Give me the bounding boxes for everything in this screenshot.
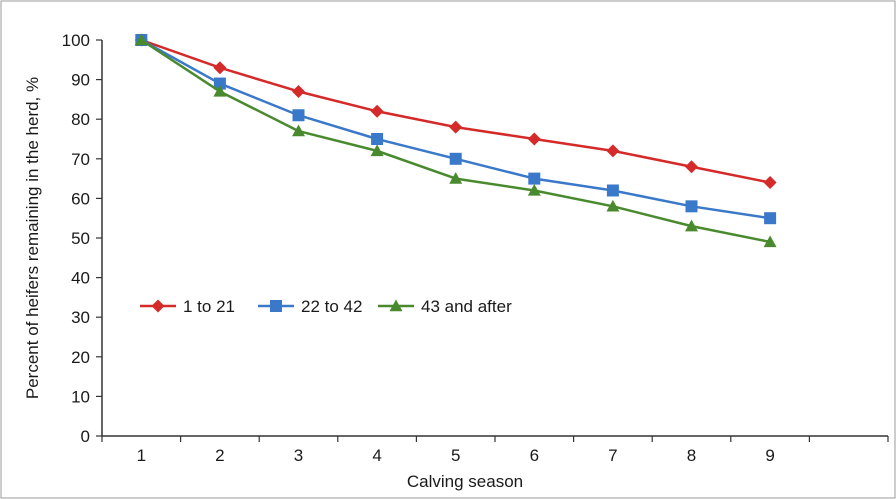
data-point (527, 132, 541, 146)
data-point (449, 152, 462, 165)
y-tick-label: 60 (71, 189, 90, 208)
data-point (528, 172, 541, 185)
x-tick-label: 5 (451, 446, 460, 465)
y-tick-label: 50 (71, 229, 90, 248)
y-tick-label: 0 (81, 427, 90, 446)
y-tick-label: 30 (71, 308, 90, 327)
y-tick-label: 90 (71, 71, 90, 90)
x-tick-label: 1 (137, 446, 146, 465)
y-tick-label: 80 (71, 110, 90, 129)
data-point (685, 200, 698, 213)
data-point (449, 172, 463, 184)
data-point (370, 144, 384, 157)
legend-marker (151, 299, 165, 313)
data-point (685, 160, 698, 174)
data-point (292, 124, 305, 137)
x-tick-label: 2 (215, 446, 224, 465)
legend: 1 to 21 22 to 42 43 and after (140, 297, 512, 316)
data-point (606, 184, 619, 197)
data-point (213, 84, 227, 97)
data-point (685, 219, 698, 232)
data-point (292, 109, 305, 122)
data-point (213, 77, 226, 90)
y-tick-label: 10 (71, 387, 90, 406)
data-point (527, 183, 541, 196)
series-layer (134, 33, 777, 248)
axes: 0 10 20 30 40 50 60 70 80 90 100 1 2 3 4 5 6 7 8 9 (62, 31, 889, 465)
legend-marker (389, 299, 403, 312)
legend-label: 22 to 42 (301, 297, 362, 316)
y-tick-label: 70 (71, 150, 90, 169)
data-point (370, 104, 384, 118)
data-point (606, 144, 620, 158)
data-point (134, 33, 148, 46)
x-tick-label: 8 (687, 446, 696, 465)
data-point (449, 120, 463, 134)
series-2 (134, 33, 777, 248)
data-point (606, 199, 620, 212)
x-axis-title: Calving season (407, 472, 523, 491)
data-point (763, 235, 777, 248)
data-point (763, 176, 777, 190)
legend-label: 43 and after (421, 297, 512, 316)
data-point (764, 212, 777, 225)
x-tick-label: 6 (530, 446, 539, 465)
legend-label: 1 to 21 (183, 297, 235, 316)
data-point (213, 61, 227, 75)
y-tick-label: 20 (71, 348, 90, 367)
x-tick-label: 7 (608, 446, 617, 465)
x-tick-label: 9 (765, 446, 774, 465)
data-point (371, 133, 384, 145)
y-tick-label: 40 (71, 269, 90, 288)
x-tick-label: 3 (294, 446, 303, 465)
x-tick-label: 4 (372, 446, 381, 465)
legend-marker (270, 300, 282, 312)
data-point (292, 84, 305, 98)
y-axis-title: Percent of heifers remaining in the herd… (23, 77, 42, 399)
y-tick-label: 100 (62, 31, 90, 50)
